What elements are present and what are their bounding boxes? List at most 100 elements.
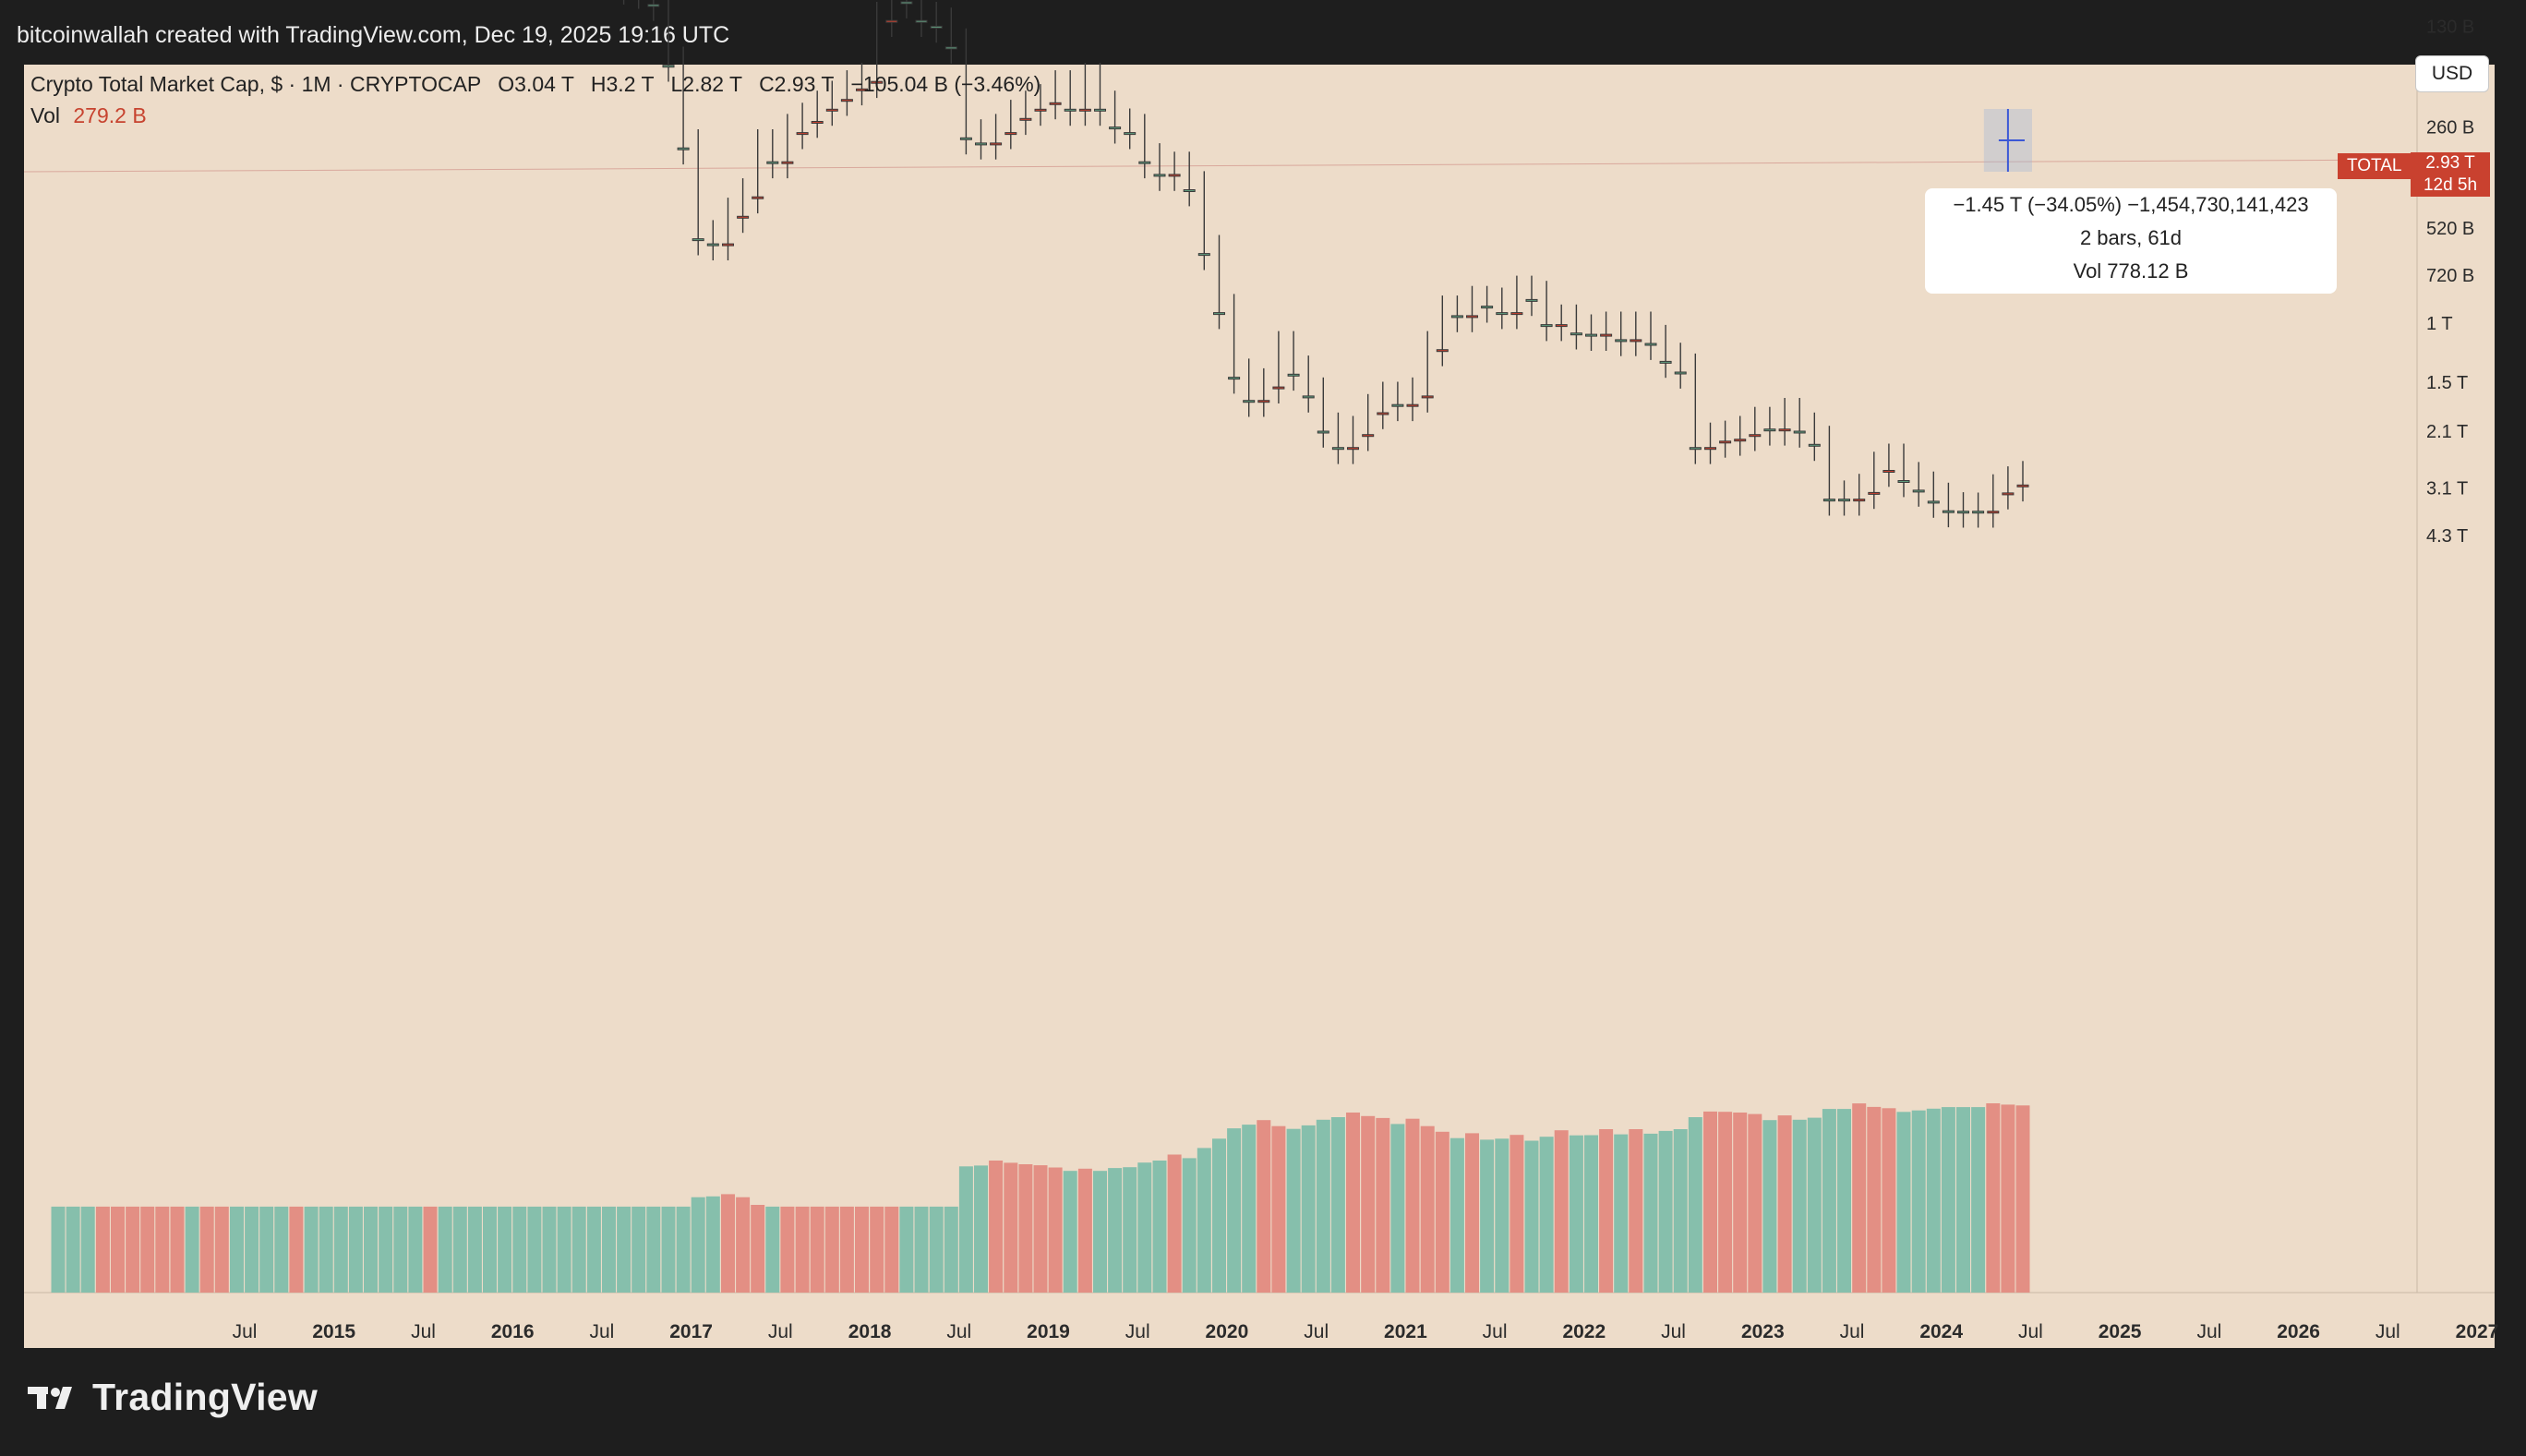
volume-bar — [1822, 1109, 1836, 1293]
candle-body — [1734, 439, 1747, 442]
x-tick-label: Jul — [768, 1321, 793, 1342]
volume-bar — [1152, 1161, 1167, 1293]
volume-bar — [1971, 1107, 1986, 1293]
volume-label[interactable]: Vol — [30, 103, 60, 127]
volume-bar — [1004, 1162, 1018, 1293]
volume-bar — [66, 1206, 80, 1293]
volume-bar — [944, 1206, 958, 1293]
candle-body — [1987, 511, 2000, 514]
candle-body — [706, 243, 719, 247]
volume-bar — [1212, 1138, 1226, 1293]
volume-bar — [1762, 1120, 1777, 1293]
volume-bar — [95, 1206, 110, 1293]
candle-body — [1957, 511, 1969, 514]
y-tick-label: 520 B — [2426, 219, 2474, 239]
candle-body — [1853, 499, 1866, 502]
candle-body — [1183, 189, 1196, 192]
high-value: H3.2 T — [590, 72, 655, 96]
candle-body — [1674, 371, 1687, 375]
volume-bar — [1956, 1107, 1970, 1293]
currency-button[interactable]: USD — [2415, 55, 2489, 92]
volume-bar — [1882, 1108, 1896, 1293]
volume-bar — [751, 1205, 765, 1293]
attribution-text: bitcoinwallah created with TradingView.c… — [17, 22, 730, 48]
chart-legend: Crypto Total Market Cap, $ · 1M · CRYPTO… — [30, 68, 1040, 131]
volume-bar — [780, 1206, 795, 1293]
candle-body — [1094, 108, 1106, 112]
candle-body — [1719, 440, 1732, 444]
volume-bar — [1941, 1107, 1955, 1293]
candle-body — [1450, 315, 1463, 319]
candle-body — [1659, 360, 1672, 364]
candle-body — [1317, 430, 1329, 434]
candle-body — [1749, 434, 1762, 438]
candle-body — [1822, 499, 1835, 502]
measure-tooltip: −1.45 T (−34.05%) −1,454,730,141,423 2 b… — [1925, 188, 2337, 294]
volume-bar — [1018, 1164, 1033, 1293]
candle-body — [1347, 447, 1359, 451]
x-tick-label: Jul — [946, 1321, 971, 1342]
volume-bar — [185, 1206, 199, 1293]
volume-bar — [1271, 1125, 1286, 1293]
volume-bar — [1227, 1128, 1242, 1293]
candle-body — [900, 1, 913, 5]
candle-body — [1570, 332, 1582, 336]
volume-bar — [1807, 1117, 1822, 1293]
candle-body — [1868, 491, 1881, 495]
brand-name: TradingView — [92, 1376, 319, 1418]
x-tick-label: Jul — [589, 1321, 614, 1342]
candle-body — [1019, 117, 1032, 121]
candle-body — [796, 132, 809, 136]
tradingview-logo[interactable]: TradingView — [28, 1376, 318, 1419]
volume-bar — [140, 1206, 155, 1293]
candle-body — [1838, 499, 1850, 502]
volume-bar — [646, 1206, 661, 1293]
volume-bar — [1390, 1124, 1405, 1293]
volume-bar — [1733, 1113, 1748, 1293]
volume-bar — [1167, 1154, 1182, 1293]
volume-bar — [810, 1206, 824, 1293]
x-tick-label: Jul — [233, 1321, 258, 1342]
candle-body — [811, 121, 824, 124]
volume-bar — [379, 1206, 393, 1293]
volume-bar — [795, 1206, 810, 1293]
candle-body — [1257, 400, 1270, 403]
close-value: C2.93 T — [759, 72, 835, 96]
candle-body — [647, 4, 660, 7]
candle-body — [1377, 412, 1389, 415]
symbol-title[interactable]: Crypto Total Market Cap, $ · 1M · CRYPTO… — [30, 72, 481, 96]
candle-body — [930, 25, 943, 29]
candle-body — [1004, 132, 1017, 136]
x-tick-label: Jul — [411, 1321, 436, 1342]
x-tick-label: 2016 — [491, 1321, 535, 1342]
volume-bar — [111, 1206, 125, 1293]
volume-bar — [126, 1206, 140, 1293]
last-price-line — [23, 159, 2418, 173]
x-tick-label: Jul — [1661, 1321, 1686, 1342]
candle-body — [1049, 102, 1062, 105]
x-tick-label: Jul — [1483, 1321, 1508, 1342]
open-value: O3.04 T — [498, 72, 574, 96]
candle-body — [1064, 108, 1077, 112]
last-price: 2.93 T — [2425, 153, 2475, 173]
y-tick-label: 1.5 T — [2426, 373, 2468, 393]
candle-body — [1421, 395, 1434, 399]
volume-bar — [1896, 1112, 1911, 1293]
volume-bar — [914, 1206, 929, 1293]
volume-bar — [1301, 1125, 1316, 1293]
volume-bar — [691, 1197, 705, 1293]
candle-body — [692, 238, 704, 242]
volume-bar — [423, 1206, 438, 1293]
volume-bar — [1911, 1110, 1926, 1293]
x-tick-label: 2027 — [2456, 1321, 2499, 1342]
x-tick-label: Jul — [2196, 1321, 2221, 1342]
volume-bar — [498, 1206, 512, 1293]
candle-body — [1897, 480, 1910, 483]
candle-body — [1510, 312, 1523, 316]
bar-countdown: 12d 5h — [2423, 175, 2478, 195]
candle-body — [1153, 174, 1166, 177]
candle-body — [1466, 315, 1478, 319]
volume-bar — [527, 1206, 542, 1293]
candle-body — [1882, 470, 1895, 473]
